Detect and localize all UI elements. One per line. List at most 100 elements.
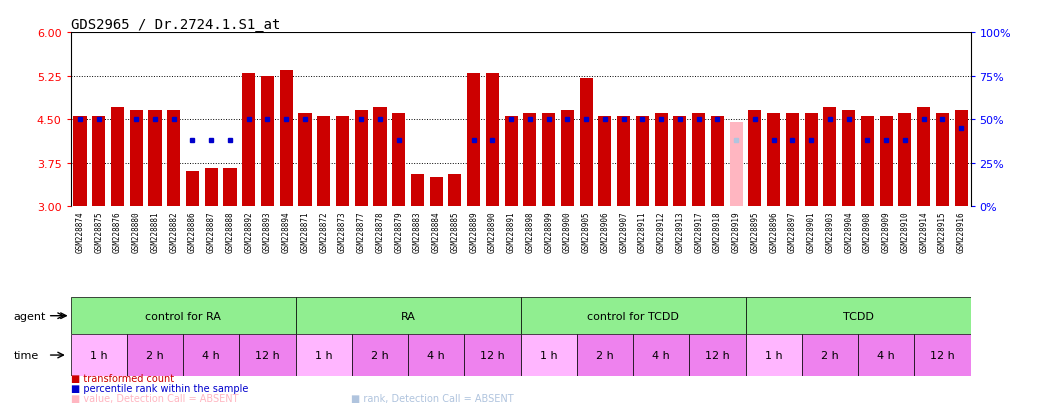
Text: GSM228913: GSM228913	[676, 211, 684, 253]
Bar	[655, 114, 667, 206]
Text: GSM228890: GSM228890	[488, 211, 497, 253]
Text: 4 h: 4 h	[428, 350, 445, 360]
Bar	[204, 169, 218, 206]
Text: GSM228892: GSM228892	[244, 211, 253, 253]
Text: 1 h: 1 h	[540, 350, 557, 360]
Text: GSM228891: GSM228891	[507, 211, 516, 253]
Text: GSM228894: GSM228894	[281, 211, 291, 253]
Text: GSM228881: GSM228881	[151, 211, 160, 253]
Bar	[633, 335, 689, 376]
Bar	[336, 117, 349, 206]
Bar	[521, 297, 745, 335]
Text: GSM228876: GSM228876	[113, 211, 121, 253]
Bar	[689, 335, 745, 376]
Text: ■ percentile rank within the sample: ■ percentile rank within the sample	[71, 383, 248, 393]
Bar	[879, 117, 893, 206]
Text: agent: agent	[13, 311, 46, 321]
Text: GSM228914: GSM228914	[920, 211, 928, 253]
Bar	[318, 117, 330, 206]
Text: 12 h: 12 h	[705, 350, 730, 360]
Text: GSM228882: GSM228882	[169, 211, 179, 253]
Bar	[521, 335, 577, 376]
Text: GSM228901: GSM228901	[807, 211, 816, 253]
Text: control for TCDD: control for TCDD	[588, 311, 679, 321]
Text: TCDD: TCDD	[843, 311, 873, 321]
Text: 12 h: 12 h	[930, 350, 955, 360]
Text: GSM228898: GSM228898	[525, 211, 535, 253]
Text: GSM228875: GSM228875	[94, 211, 103, 253]
Text: 1 h: 1 h	[765, 350, 783, 360]
Bar	[71, 297, 296, 335]
Text: 4 h: 4 h	[877, 350, 895, 360]
Text: GSM228880: GSM228880	[132, 211, 141, 253]
Bar	[898, 114, 911, 206]
Bar	[674, 117, 686, 206]
Text: GSM228893: GSM228893	[263, 211, 272, 253]
Bar	[936, 114, 949, 206]
Text: GSM228904: GSM228904	[844, 211, 853, 253]
Bar	[542, 114, 555, 206]
Text: GSM228886: GSM228886	[188, 211, 197, 253]
Bar	[279, 71, 293, 206]
Text: GSM228889: GSM228889	[469, 211, 479, 253]
Bar	[167, 111, 181, 206]
Bar	[111, 108, 124, 206]
Bar	[858, 335, 914, 376]
Bar	[730, 123, 743, 206]
Bar	[130, 111, 143, 206]
Text: GSM228887: GSM228887	[207, 211, 216, 253]
Text: GSM228912: GSM228912	[657, 211, 665, 253]
Text: GSM228905: GSM228905	[581, 211, 591, 253]
Text: GSM228915: GSM228915	[938, 211, 947, 253]
Bar	[618, 117, 630, 206]
Bar	[374, 108, 386, 206]
Text: GSM228911: GSM228911	[638, 211, 647, 253]
Text: 4 h: 4 h	[652, 350, 671, 360]
Text: GSM228879: GSM228879	[394, 211, 403, 253]
Bar	[71, 335, 127, 376]
Bar	[786, 114, 799, 206]
Text: GSM228918: GSM228918	[713, 211, 721, 253]
Bar	[745, 297, 971, 335]
Text: GSM228916: GSM228916	[957, 211, 965, 253]
Bar	[801, 335, 858, 376]
Text: GSM228885: GSM228885	[450, 211, 460, 253]
Text: GSM228910: GSM228910	[900, 211, 909, 253]
Text: GSM228896: GSM228896	[769, 211, 778, 253]
Text: GSM228909: GSM228909	[881, 211, 891, 253]
Bar	[579, 79, 593, 206]
Bar	[486, 74, 499, 206]
Bar	[918, 108, 930, 206]
Text: ■ transformed count: ■ transformed count	[71, 373, 173, 383]
Bar	[298, 114, 311, 206]
Bar	[823, 108, 837, 206]
Text: GSM228888: GSM228888	[225, 211, 235, 253]
Text: GSM228895: GSM228895	[750, 211, 760, 253]
Bar	[745, 335, 801, 376]
Bar	[148, 111, 162, 206]
Bar	[577, 335, 633, 376]
Bar	[408, 335, 464, 376]
Bar	[430, 178, 443, 206]
Bar	[692, 114, 705, 206]
Text: GSM228878: GSM228878	[376, 211, 384, 253]
Bar	[411, 175, 424, 206]
Text: GDS2965 / Dr.2724.1.S1_at: GDS2965 / Dr.2724.1.S1_at	[71, 18, 280, 32]
Bar	[392, 114, 405, 206]
Text: GSM228871: GSM228871	[300, 211, 309, 253]
Text: GSM228899: GSM228899	[544, 211, 553, 253]
Text: 12 h: 12 h	[480, 350, 504, 360]
Bar	[296, 297, 521, 335]
Bar	[467, 74, 481, 206]
Bar	[242, 74, 255, 206]
Bar	[240, 335, 296, 376]
Text: 2 h: 2 h	[596, 350, 613, 360]
Bar	[804, 114, 818, 206]
Bar	[448, 175, 462, 206]
Bar	[561, 111, 574, 206]
Text: GSM228897: GSM228897	[788, 211, 797, 253]
Bar	[523, 114, 537, 206]
Text: 1 h: 1 h	[315, 350, 332, 360]
Text: GSM228874: GSM228874	[76, 211, 84, 253]
Text: GSM228907: GSM228907	[620, 211, 628, 253]
